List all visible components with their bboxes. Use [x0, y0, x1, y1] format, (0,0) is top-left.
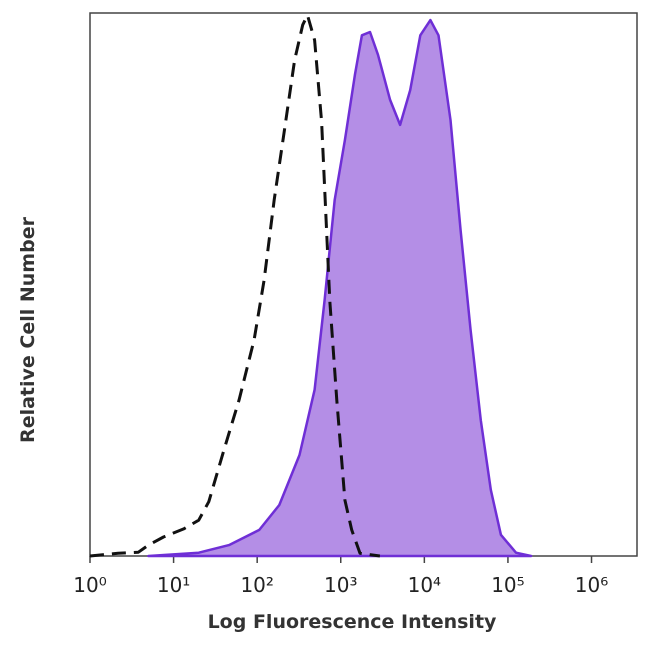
histogram-curve [147, 18, 533, 558]
x-tick-label: 10⁴ [408, 573, 441, 597]
histogram-curve [89, 13, 381, 558]
x-tick-label: 10⁵ [491, 573, 524, 597]
x-tick-label: 10² [240, 573, 273, 597]
x-tick-label: 10⁶ [575, 573, 608, 597]
y-axis-label: Relative Cell Number [17, 216, 39, 443]
x-axis-label: Log Fluorescence Intensity [208, 611, 497, 633]
x-tick-label: 10⁰ [73, 573, 106, 597]
x-tick-label: 10¹ [157, 573, 190, 597]
x-tick-label: 10³ [324, 573, 357, 597]
